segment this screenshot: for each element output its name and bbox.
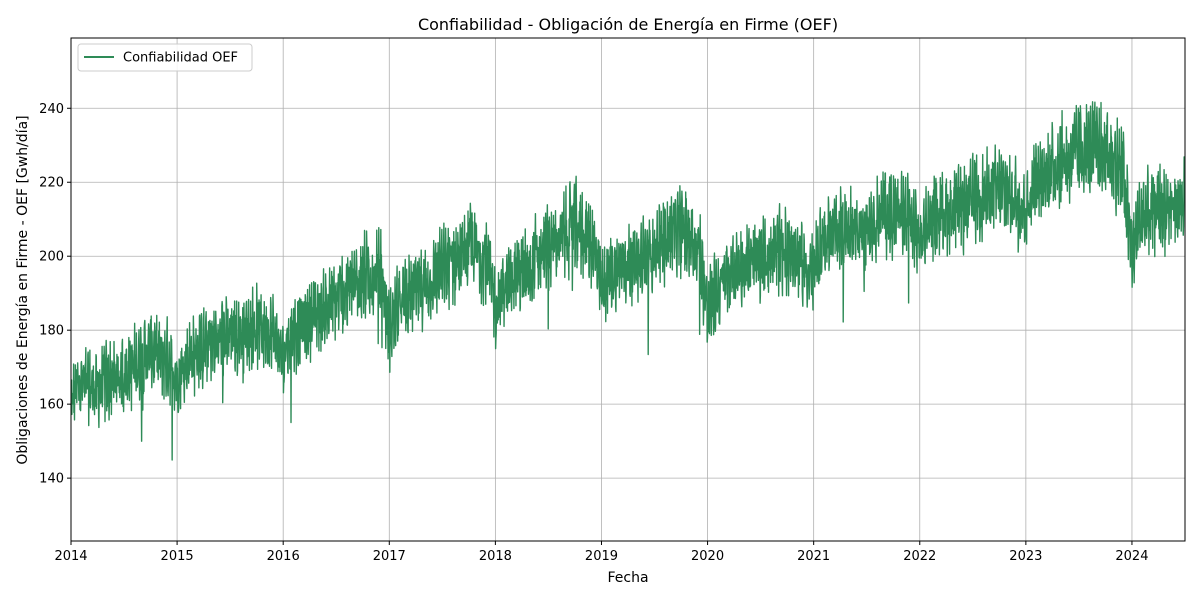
x-tick-label: 2017 <box>373 549 406 564</box>
x-tick-label: 2020 <box>691 549 724 564</box>
y-tick-label: 240 <box>39 102 64 117</box>
y-tick-label: 140 <box>39 472 64 487</box>
series-line <box>71 101 1185 461</box>
y-tick-label: 200 <box>39 250 64 265</box>
x-axis-title: Fecha <box>607 570 648 586</box>
y-axis-title: Obligaciones de Energía en Firme - OEF [… <box>15 115 31 464</box>
series-layer <box>71 101 1185 461</box>
x-tick-label: 2016 <box>267 549 300 564</box>
x-tick-label: 2015 <box>161 549 194 564</box>
legend: Confiabilidad OEF <box>77 43 253 72</box>
legend-label: Confiabilidad OEF <box>123 51 238 66</box>
y-tick-label: 160 <box>39 398 64 413</box>
chart-title: Confiabilidad - Obligación de Energía en… <box>418 15 838 34</box>
x-tick-label: 2014 <box>54 549 87 564</box>
legend-box <box>77 43 253 72</box>
x-tick-label: 2024 <box>1115 549 1148 564</box>
y-tick-label: 220 <box>39 176 64 191</box>
plot-frame <box>70 37 1186 542</box>
x-tick-label: 2023 <box>1009 549 1042 564</box>
tick-layer: 2014 2015 2016 2017 2018 2019 2020 2021 2022 2023… <box>39 102 1148 564</box>
y-tick-label: 180 <box>39 324 64 339</box>
x-tick-label: 2018 <box>479 549 512 564</box>
x-tick-label: 2022 <box>903 549 936 564</box>
plot-area <box>71 38 1185 541</box>
x-tick-label: 2021 <box>797 549 830 564</box>
x-tick-label: 2019 <box>585 549 618 564</box>
